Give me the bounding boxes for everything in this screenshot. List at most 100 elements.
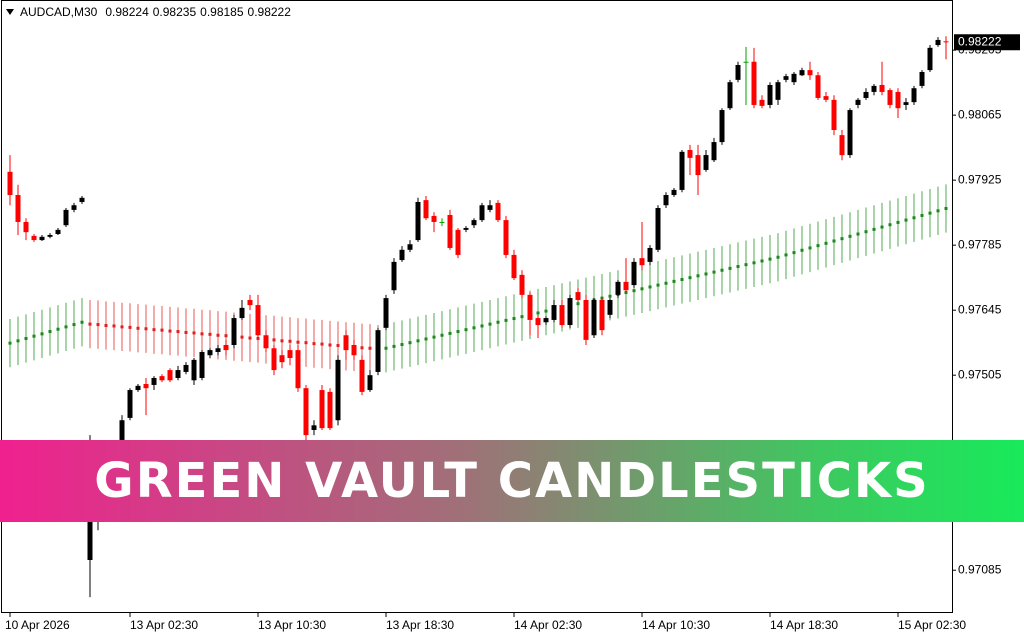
candle-body xyxy=(855,99,861,105)
indicator-dot xyxy=(624,291,628,295)
candle-body xyxy=(191,359,197,381)
candle-body xyxy=(783,76,789,80)
candle-body xyxy=(255,305,261,336)
indicator-dot xyxy=(864,230,868,234)
candle-body xyxy=(423,200,429,219)
indicator-dot xyxy=(776,255,780,259)
candle-body xyxy=(519,274,525,295)
x-tick-label: 13 Apr 10:30 xyxy=(258,618,326,632)
candle-body xyxy=(359,359,365,392)
indicator-dot xyxy=(96,323,100,327)
candle-body xyxy=(159,376,165,381)
candle-body xyxy=(343,335,349,351)
indicator-dot xyxy=(176,330,180,334)
candle-body xyxy=(727,82,733,109)
candle-body xyxy=(495,202,501,221)
candle-body xyxy=(319,390,325,429)
candle-body xyxy=(767,84,773,105)
indicator-dot xyxy=(32,334,36,338)
indicator-dot xyxy=(280,339,284,343)
indicator-dot xyxy=(224,334,228,338)
x-tick-label: 10 Apr 2026 xyxy=(5,618,70,632)
indicator-dot xyxy=(480,324,484,328)
x-tick-label: 14 Apr 02:30 xyxy=(514,618,582,632)
candle-body xyxy=(935,39,941,46)
indicator-dot xyxy=(944,206,948,210)
candle-body xyxy=(303,388,309,436)
indicator-dot xyxy=(200,332,204,336)
indicator-dot xyxy=(880,225,884,229)
candle-body xyxy=(791,73,797,83)
indicator-dot xyxy=(72,323,76,327)
candle-body xyxy=(535,318,541,326)
indicator-dot xyxy=(512,317,516,321)
indicator-dot xyxy=(456,330,460,334)
indicator-dot xyxy=(640,287,644,291)
candle-body xyxy=(911,88,917,103)
open: 0.98224 xyxy=(105,5,149,19)
indicator-dot xyxy=(64,325,68,329)
candle-body xyxy=(183,364,189,372)
y-tick-label: 0.97085 xyxy=(958,562,1002,576)
candle-body xyxy=(879,84,885,92)
candle-body xyxy=(703,155,709,170)
indicator-dot xyxy=(136,326,140,330)
indicator-dot xyxy=(928,211,932,215)
candle-body xyxy=(711,142,717,161)
candle-body xyxy=(215,348,221,352)
indicator-dot xyxy=(328,343,332,347)
candle-body xyxy=(823,96,829,100)
indicator-dot xyxy=(184,330,188,334)
candle-body xyxy=(943,41,949,43)
x-tick-label: 15 Apr 02:30 xyxy=(898,618,966,632)
candle-body xyxy=(399,249,405,261)
indicator-dot xyxy=(536,311,540,315)
candle-body xyxy=(55,229,61,235)
indicator-dot xyxy=(848,234,852,238)
indicator-dot xyxy=(16,339,20,343)
candle-body xyxy=(351,345,357,356)
indicator-dot xyxy=(40,332,44,336)
indicator-dot xyxy=(448,331,452,335)
candle-body xyxy=(287,350,293,359)
indicator-dot xyxy=(104,324,108,328)
candle-body xyxy=(335,359,341,421)
indicator-dot xyxy=(120,325,124,329)
candle-body xyxy=(607,299,613,315)
candle-body xyxy=(247,299,253,306)
indicator-dot xyxy=(744,263,748,267)
candle-body xyxy=(871,85,877,92)
candle-body xyxy=(15,195,21,222)
indicator-dot xyxy=(672,279,676,283)
indicator-dot xyxy=(680,278,684,282)
candle-body xyxy=(487,205,493,210)
indicator-dot xyxy=(248,336,252,340)
candle-body xyxy=(751,61,757,105)
indicator-dot xyxy=(424,337,428,341)
indicator-dot xyxy=(872,227,876,231)
indicator-dot xyxy=(208,332,212,336)
candle-body xyxy=(199,351,205,378)
candle-body xyxy=(695,155,701,176)
candle-body xyxy=(463,227,469,230)
candle-body xyxy=(31,235,37,241)
candle-body xyxy=(559,305,565,326)
candle-body xyxy=(327,391,333,429)
indicator-dot xyxy=(312,342,316,346)
indicator-dot xyxy=(168,329,172,333)
indicator-dot xyxy=(24,337,28,341)
candle-body xyxy=(927,47,933,71)
indicator-dot xyxy=(704,272,708,276)
indicator-dot xyxy=(48,330,52,334)
header: AUDCAD,M30 0.98224 0.98235 0.98185 0.98222 xyxy=(20,5,291,19)
menu-arrow[interactable] xyxy=(6,9,14,15)
candle-body xyxy=(167,370,173,381)
candle-body xyxy=(383,298,389,328)
indicator-dot xyxy=(712,270,716,274)
indicator-dot xyxy=(216,333,220,337)
candle-body xyxy=(431,215,437,222)
indicator-dot xyxy=(784,253,788,257)
candle-body xyxy=(151,377,157,385)
candle-body xyxy=(223,345,229,351)
